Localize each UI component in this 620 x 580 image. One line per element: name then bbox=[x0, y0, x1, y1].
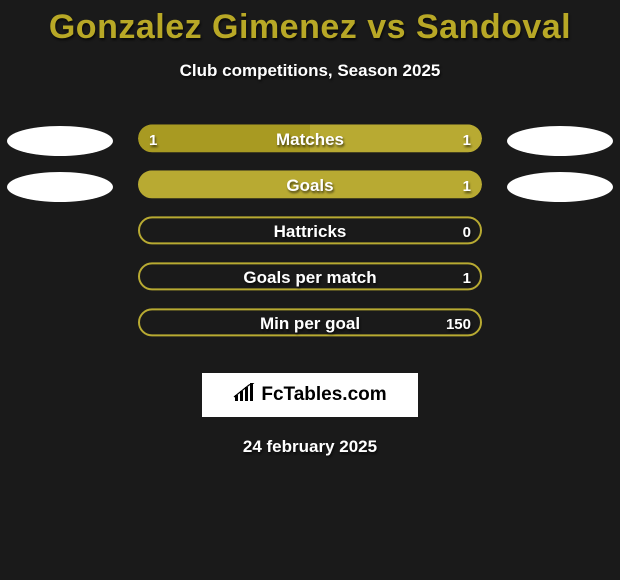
stat-row: Hattricks0 bbox=[0, 213, 620, 259]
logo-text: FcTables.com bbox=[261, 384, 386, 406]
stat-bar bbox=[138, 216, 482, 244]
date-label: 24 february 2025 bbox=[0, 437, 620, 457]
bar-right-fill bbox=[310, 124, 482, 152]
stat-rows: Matches11Goals1Hattricks0Goals per match… bbox=[0, 121, 620, 351]
player-avatar-right bbox=[507, 126, 613, 156]
stat-value-right: 0 bbox=[463, 224, 471, 241]
stat-row: Goals per match1 bbox=[0, 259, 620, 305]
stat-bar bbox=[138, 262, 482, 290]
stat-bar bbox=[138, 308, 482, 336]
stat-value-right: 1 bbox=[463, 132, 471, 149]
stat-row: Matches11 bbox=[0, 121, 620, 167]
stat-bar bbox=[138, 170, 482, 198]
stat-value-left: 1 bbox=[149, 132, 157, 149]
stat-value-right: 1 bbox=[463, 178, 471, 195]
player-avatar-left bbox=[7, 126, 113, 156]
subtitle: Club competitions, Season 2025 bbox=[0, 61, 620, 81]
stat-row: Min per goal150 bbox=[0, 305, 620, 351]
stat-value-right: 150 bbox=[446, 316, 471, 333]
bar-left-fill bbox=[138, 124, 310, 152]
player-avatar-left bbox=[7, 172, 113, 202]
page-title: Gonzalez Gimenez vs Sandoval bbox=[0, 0, 620, 47]
comparison-card: Gonzalez Gimenez vs Sandoval Club compet… bbox=[0, 0, 620, 580]
stat-row: Goals1 bbox=[0, 167, 620, 213]
player-avatar-right bbox=[507, 172, 613, 202]
bar-right-fill bbox=[138, 170, 482, 198]
logo-box: FcTables.com bbox=[202, 373, 418, 417]
stat-bar bbox=[138, 124, 482, 152]
stat-value-right: 1 bbox=[463, 270, 471, 287]
barchart-icon bbox=[233, 383, 255, 408]
